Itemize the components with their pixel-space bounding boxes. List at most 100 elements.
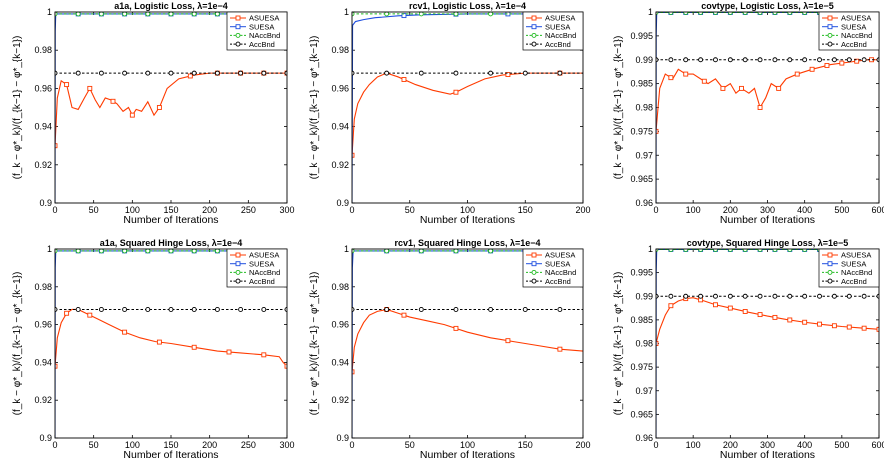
data-point-accbnd xyxy=(772,293,778,299)
legend-marker xyxy=(531,261,537,267)
data-point-accbnd xyxy=(742,293,748,299)
y-axis-label: (f_k − φ*_k)/(f_{k−1} − φ*_{k−1}) xyxy=(613,272,624,416)
data-point-naccbnd xyxy=(802,249,808,252)
data-point-asuesa xyxy=(757,312,763,318)
data-point-asuesa xyxy=(401,77,407,82)
data-point-naccbnd xyxy=(488,12,494,17)
y-axis-label: (f_k − φ*_k)/(f_{k−1} − φ*_{k−1}) xyxy=(12,272,23,416)
data-point-naccbnd xyxy=(453,12,459,17)
data-point-naccbnd xyxy=(727,12,733,15)
data-point-accbnd xyxy=(727,293,733,299)
x-tick-label: 100 xyxy=(460,440,475,450)
y-tick-label: 1 xyxy=(47,244,52,254)
data-point-naccbnd xyxy=(191,249,197,254)
y-tick-label: 0.9 xyxy=(39,433,52,443)
x-tick-label: 200 xyxy=(202,205,217,215)
data-point-accbnd xyxy=(742,57,748,63)
data-point-naccbnd xyxy=(352,249,355,254)
x-tick-label: 150 xyxy=(518,205,533,215)
x-tick-label: 100 xyxy=(460,205,475,215)
data-point-asuesa xyxy=(656,128,659,134)
data-point-accbnd xyxy=(757,57,763,63)
y-tick-label: 0.965 xyxy=(630,409,653,419)
data-point-accbnd xyxy=(384,307,390,312)
y-tick-label: 0.975 xyxy=(630,126,653,136)
x-tick-label: 200 xyxy=(575,205,590,215)
legend-label-asuesa: ASUESA xyxy=(841,251,871,260)
chart-panel-1: a1a, Logistic Loss, λ=1e−4 0 50 100 150 200 25… xyxy=(12,1,295,226)
x-tick-label: 300 xyxy=(760,205,775,215)
x-tick-label: 50 xyxy=(89,440,99,450)
data-point-accbnd xyxy=(846,57,852,63)
legend-marker xyxy=(531,41,537,47)
data-point-naccbnd xyxy=(75,12,81,17)
legend-label-accbnd: AccBnd xyxy=(545,40,571,49)
data-point-accbnd xyxy=(55,70,58,76)
legend-label-suesa: SUESA xyxy=(545,259,570,268)
data-point-naccbnd xyxy=(168,249,174,254)
data-point-accbnd xyxy=(75,70,81,76)
y-tick-label: 0.92 xyxy=(331,395,349,405)
y-tick-label: 0.99 xyxy=(635,55,653,65)
legend-marker xyxy=(235,269,241,275)
chart-title: covtype, Logistic Loss, λ=1e−5 xyxy=(701,1,834,11)
y-tick-label: 0.97 xyxy=(635,386,653,396)
plot-frame xyxy=(351,11,584,204)
y-tick-label: 0.985 xyxy=(630,315,653,325)
data-point-asuesa xyxy=(739,85,744,91)
data-point-accbnd xyxy=(261,70,267,76)
legend-label-accbnd: AccBnd xyxy=(249,40,275,49)
y-tick-label: 0.98 xyxy=(331,282,349,292)
data-point-naccbnd xyxy=(214,12,220,17)
y-axis-label: (f_k − φ*_k)/(f_{k−1} − φ*_{k−1}) xyxy=(613,36,624,180)
y-tick-label: 0.98 xyxy=(34,45,52,55)
chart-title: rcv1, Squared Hinge Loss, λ=1e−4 xyxy=(394,238,540,248)
data-point-asuesa xyxy=(683,71,689,77)
plot-area xyxy=(55,249,287,438)
data-point-naccbnd xyxy=(757,249,763,252)
x-tick-label: 50 xyxy=(405,440,415,450)
data-point-asuesa xyxy=(787,317,793,323)
y-tick-label: 0.92 xyxy=(34,395,52,405)
data-point-accbnd xyxy=(656,293,659,299)
legend-marker xyxy=(235,261,241,267)
data-point-accbnd xyxy=(846,293,852,299)
x-tick-label: 400 xyxy=(797,205,812,215)
legend-marker xyxy=(827,252,833,258)
data-point-asuesa xyxy=(401,312,407,318)
data-point-asuesa xyxy=(831,323,837,329)
legend-label-naccbnd: NAccBnd xyxy=(841,268,872,277)
data-point-asuesa xyxy=(505,338,511,344)
data-point-naccbnd xyxy=(727,249,733,252)
plot-frame xyxy=(655,248,880,439)
data-point-asuesa xyxy=(802,319,808,325)
legend-marker xyxy=(235,32,241,38)
x-tick-label: 250 xyxy=(241,205,256,215)
x-axis-label: Number of Iterations xyxy=(420,214,515,226)
data-point-naccbnd xyxy=(742,249,748,252)
data-point-accbnd xyxy=(284,307,287,312)
data-point-asuesa xyxy=(668,75,674,81)
data-point-accbnd xyxy=(668,293,674,299)
legend-marker xyxy=(531,15,537,21)
y-axis-label: (f_k − φ*_k)/(f_{k−1} − φ*_{k−1}) xyxy=(309,272,320,416)
series-line-asuesa xyxy=(656,59,879,132)
data-point-accbnd xyxy=(713,293,718,299)
data-point-asuesa xyxy=(453,89,459,95)
data-point-accbnd xyxy=(238,307,244,312)
data-point-naccbnd xyxy=(55,249,58,254)
x-tick-label: 50 xyxy=(405,205,415,215)
data-point-asuesa xyxy=(191,344,197,350)
y-tick-label: 0.9 xyxy=(39,198,52,208)
y-tick-label: 0.98 xyxy=(331,45,349,55)
data-point-accbnd xyxy=(787,57,793,63)
data-point-accbnd xyxy=(98,70,104,76)
data-point-accbnd xyxy=(214,307,220,312)
legend-marker xyxy=(531,278,537,284)
data-point-naccbnd xyxy=(757,12,763,15)
legend-label-suesa: SUESA xyxy=(249,259,274,268)
y-tick-label: 0.975 xyxy=(630,362,653,372)
x-tick-label: 150 xyxy=(518,440,533,450)
data-point-asuesa xyxy=(772,314,778,320)
